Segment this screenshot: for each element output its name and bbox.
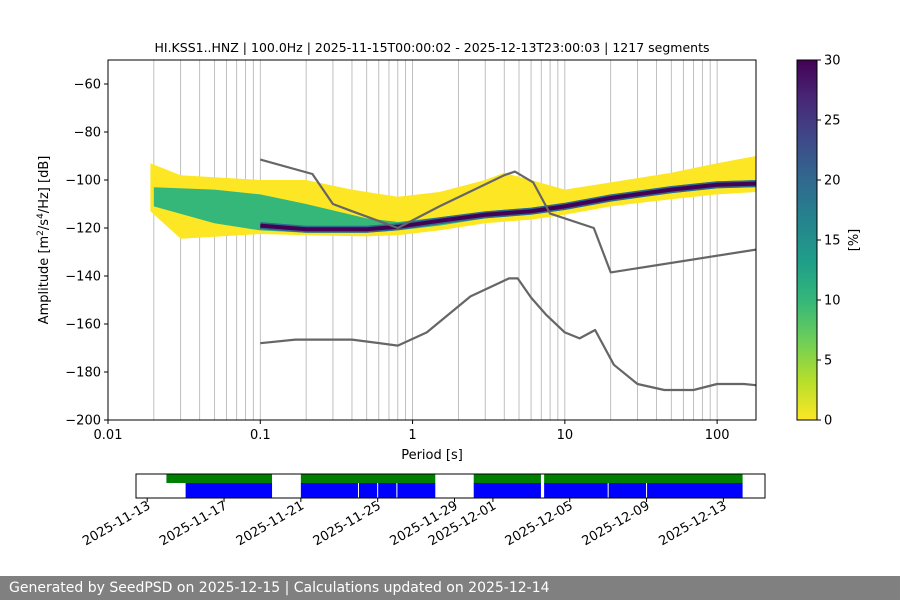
x-tick-label: 10 <box>557 428 574 443</box>
x-axis-label: Period [s] <box>401 448 463 463</box>
chart-title: HI.KSS1..HNZ | 100.0Hz | 2025-11-15T00:0… <box>155 40 710 55</box>
y-label-part-3: /Hz] [dB] <box>37 156 52 214</box>
timeline-green-segment <box>544 474 743 483</box>
colorbar-ticks: 0 5 10 15 20 25 30 <box>817 54 841 429</box>
colorbar-tick-label: 15 <box>824 234 841 249</box>
colorbar-tick-label: 30 <box>824 54 841 69</box>
x-tick-label: 1 <box>408 428 416 443</box>
x-tick-label: 0.01 <box>94 428 123 443</box>
noise-model-curves <box>260 158 756 392</box>
colorbar-label: [%] <box>847 229 862 252</box>
y-label-part-2: /s <box>37 219 52 230</box>
timeline-tick-label: 2025-11-17 <box>157 498 230 549</box>
y-tick-label: −140 <box>65 270 101 285</box>
y-tick-label: −160 <box>65 318 101 333</box>
data-availability-timeline <box>166 474 743 498</box>
colorbar <box>796 59 818 421</box>
timeline-frame <box>135 473 766 499</box>
high-noise-model-line <box>260 158 756 274</box>
timeline-blue-segment <box>300 483 436 498</box>
timeline-blue-segment <box>473 483 541 498</box>
colorbar-tick-label: 0 <box>824 414 832 429</box>
timeline-tick-label: 2025-12-09 <box>580 498 653 549</box>
x-axis-ticks: 0.01 0.1 1 10 100 <box>94 420 730 443</box>
x-tick-label: 100 <box>705 428 730 443</box>
colorbar-tick-label: 10 <box>824 294 841 309</box>
timeline-green-segment <box>473 474 541 483</box>
psd-density-heatmap <box>150 156 756 239</box>
timeline-tick-label: 2025-11-25 <box>311 498 384 549</box>
timeline-blue-segment <box>185 483 273 498</box>
y-label-exp-1: 2 <box>36 230 46 236</box>
y-tick-label: −80 <box>74 126 101 141</box>
colorbar-tick-label: 5 <box>824 354 832 369</box>
y-tick-label: −100 <box>65 174 101 189</box>
vertical-gridlines <box>107 60 718 420</box>
timeline-tick-label: 2025-11-21 <box>234 498 307 549</box>
y-tick-label: −120 <box>65 222 101 237</box>
timeline-tick-label: 2025-11-13 <box>80 498 153 549</box>
y-tick-label: −200 <box>65 414 101 429</box>
low-noise-model-line <box>260 277 756 392</box>
density-band <box>153 180 756 233</box>
footer-bar: Generated by SeedPSD on 2025-12-15 | Cal… <box>0 576 900 600</box>
y-axis-label: Amplitude [m2/s4/Hz] [dB] <box>36 156 52 325</box>
y-tick-label: −180 <box>65 366 101 381</box>
x-tick-label: 0.1 <box>250 428 271 443</box>
timeline-tick-label: 2025-12-05 <box>503 498 576 549</box>
y-tick-label: −60 <box>74 78 101 93</box>
timeline-tick-label: 2025-12-13 <box>656 498 729 549</box>
timeline-date-ticks: 2025-11-13 2025-11-17 2025-11-21 2025-11-25… <box>80 498 729 549</box>
colorbar-tick-label: 25 <box>824 114 841 129</box>
y-label-exp-2: 4 <box>36 213 46 219</box>
plot-frame <box>107 59 757 421</box>
timeline-green-segment <box>166 474 273 483</box>
y-label-part-1: Amplitude [m <box>37 236 52 325</box>
timeline-blue-segment <box>544 483 743 498</box>
density-ridge <box>260 181 756 232</box>
timeline-green-segment <box>300 474 436 483</box>
colorbar-tick-label: 20 <box>824 174 841 189</box>
y-axis-ticks: −60 −80 −100 −120 −140 −160 −180 −200 <box>65 78 108 429</box>
